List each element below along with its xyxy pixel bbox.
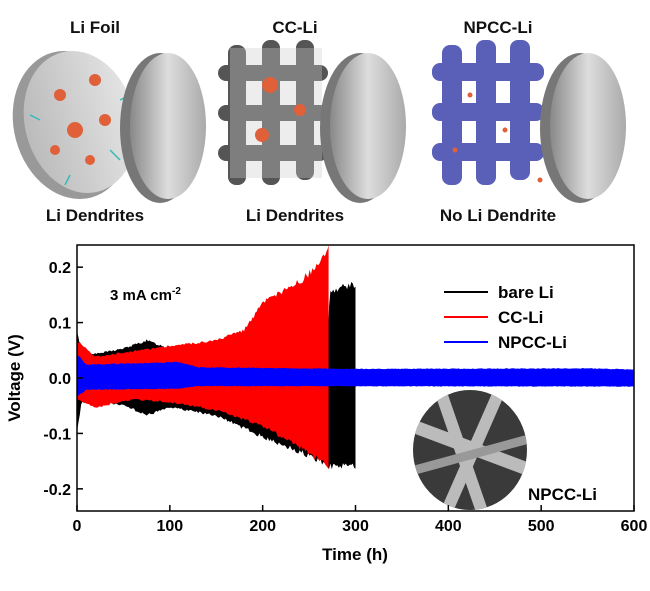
panel-caption-cc-li: Li Dendrites	[245, 206, 345, 225]
legend-label: NPCC-Li	[498, 333, 567, 352]
legend-label: bare Li	[498, 283, 554, 302]
inset-label: NPCC-Li	[528, 485, 597, 504]
panel-title-cc-li: CC-Li	[272, 18, 318, 37]
legend-label: CC-Li	[498, 308, 543, 327]
x-tick-label: 300	[342, 518, 369, 535]
current-density-annotation: 3 mA cm-2	[110, 286, 181, 304]
npcc-li-panel	[432, 40, 626, 203]
li-foil-panel	[12, 51, 206, 203]
panel-title-npcc-li: NPCC-Li	[463, 18, 533, 37]
cc-li-panel	[218, 40, 406, 203]
x-tick-label: 600	[621, 518, 648, 535]
x-tick-label: 400	[435, 518, 462, 535]
y-tick-label: 0.0	[49, 371, 71, 388]
panel-caption-li-foil: Li Dendrites	[45, 206, 145, 225]
y-tick-label: -0.1	[43, 426, 71, 443]
dendrite-icon	[50, 74, 111, 165]
y-tick-label: -0.2	[43, 482, 71, 499]
x-axis-label: Time (h)	[322, 545, 388, 564]
inset-sem-image	[413, 390, 527, 510]
electrode-illustrations	[12, 40, 626, 203]
legend: bare Li CC-Li NPCC-Li	[444, 283, 567, 352]
y-tick-label: 0.2	[49, 260, 71, 277]
x-tick-label: 200	[249, 518, 276, 535]
panel-title-li-foil: Li Foil	[69, 18, 121, 37]
panel-caption-npcc-li: No Li Dendrite	[439, 206, 557, 225]
x-tick-label: 500	[528, 518, 555, 535]
x-tick-label: 0	[73, 518, 82, 535]
series-cc-li	[77, 245, 329, 470]
x-tick-label: 100	[156, 518, 183, 535]
y-axis-label: Voltage (V)	[5, 334, 24, 422]
series-npcc-li	[77, 353, 634, 398]
y-tick-label: 0.1	[49, 316, 71, 333]
